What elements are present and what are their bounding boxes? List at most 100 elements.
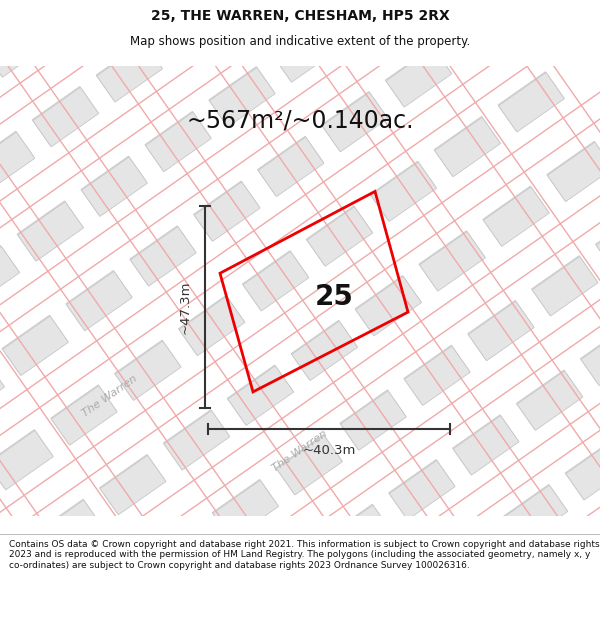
Polygon shape [273,22,339,82]
Polygon shape [389,459,455,519]
Polygon shape [337,0,403,38]
Polygon shape [0,132,35,191]
Polygon shape [532,256,598,315]
Polygon shape [337,0,403,37]
Polygon shape [0,431,53,490]
Polygon shape [145,111,211,171]
Polygon shape [242,251,308,310]
Polygon shape [33,88,98,147]
Polygon shape [36,500,102,559]
Polygon shape [292,321,358,381]
Polygon shape [51,385,116,444]
Text: ~40.3m: ~40.3m [302,444,356,457]
Polygon shape [551,555,600,614]
Polygon shape [325,504,391,564]
Polygon shape [434,116,500,176]
Polygon shape [468,301,534,361]
Polygon shape [262,550,328,609]
Polygon shape [306,206,372,266]
Polygon shape [0,131,34,191]
Text: ~47.3m: ~47.3m [179,280,191,334]
Polygon shape [227,365,293,424]
Polygon shape [96,42,162,101]
Polygon shape [115,340,181,399]
Polygon shape [325,505,391,564]
Polygon shape [307,207,373,266]
Polygon shape [355,276,421,335]
Polygon shape [547,142,600,202]
Polygon shape [595,211,600,271]
Polygon shape [212,480,278,540]
Polygon shape [66,271,132,330]
Polygon shape [580,326,600,385]
Polygon shape [0,18,50,78]
Polygon shape [517,370,583,429]
Polygon shape [130,227,196,286]
Polygon shape [2,316,68,376]
Text: The Warren: The Warren [271,428,329,473]
Polygon shape [386,48,452,107]
Polygon shape [261,549,327,609]
Polygon shape [404,345,470,404]
Polygon shape [437,529,503,589]
Polygon shape [449,2,515,61]
Text: 25, THE WARREN, CHESHAM, HP5 2RX: 25, THE WARREN, CHESHAM, HP5 2RX [151,9,449,23]
Polygon shape [434,118,500,177]
Polygon shape [32,86,98,146]
Polygon shape [356,276,421,336]
Polygon shape [2,315,68,375]
Polygon shape [115,341,181,401]
Polygon shape [484,187,549,246]
Polygon shape [164,411,230,470]
Polygon shape [212,479,278,539]
Polygon shape [209,67,275,126]
Polygon shape [160,0,226,56]
Polygon shape [322,92,388,152]
Polygon shape [228,366,294,426]
Polygon shape [565,440,600,499]
Polygon shape [145,112,211,172]
Polygon shape [532,256,598,316]
Polygon shape [17,202,83,261]
Polygon shape [483,186,549,246]
Polygon shape [276,434,342,494]
Polygon shape [17,201,83,261]
Text: Contains OS data © Crown copyright and database right 2021. This information is : Contains OS data © Crown copyright and d… [9,540,599,569]
Polygon shape [67,271,133,331]
Polygon shape [340,390,406,449]
Polygon shape [35,499,101,559]
Polygon shape [291,320,357,380]
Polygon shape [194,182,260,241]
Polygon shape [596,212,600,271]
Polygon shape [51,386,117,445]
Polygon shape [453,416,519,475]
Polygon shape [419,231,485,290]
Polygon shape [385,47,451,106]
Polygon shape [389,461,455,520]
Polygon shape [581,326,600,386]
Text: The Warren: The Warren [81,373,139,418]
Polygon shape [148,524,214,584]
Text: Map shows position and indicative extent of the property.: Map shows position and indicative extent… [130,35,470,48]
Polygon shape [547,141,600,201]
Polygon shape [404,346,470,406]
Polygon shape [550,554,600,614]
Polygon shape [100,454,166,514]
Polygon shape [499,72,565,132]
Polygon shape [0,361,5,420]
Polygon shape [0,429,53,489]
Polygon shape [502,485,568,545]
Polygon shape [100,456,166,515]
Polygon shape [179,296,245,356]
Polygon shape [163,410,229,469]
Polygon shape [82,157,148,216]
Polygon shape [272,22,338,81]
Polygon shape [517,371,583,431]
Polygon shape [258,137,324,197]
Polygon shape [179,296,244,355]
Polygon shape [502,484,567,544]
Polygon shape [130,226,196,285]
Polygon shape [419,232,485,291]
Polygon shape [0,17,49,76]
Polygon shape [566,441,600,500]
